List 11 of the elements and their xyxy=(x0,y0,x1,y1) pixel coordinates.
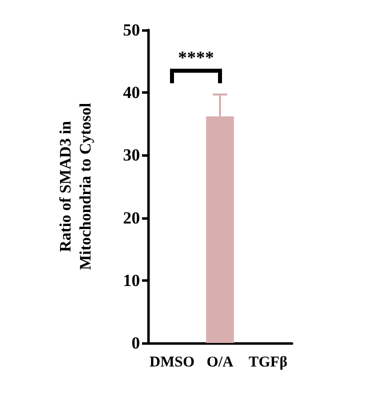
y-tick-label: 30 xyxy=(123,146,140,165)
annotation: **** xyxy=(178,48,214,68)
y-tick-label: 10 xyxy=(123,270,140,290)
y-tick-label: 50 xyxy=(123,20,140,40)
x-tick-label: O/A xyxy=(206,354,234,370)
y-axis-title: Ratio of SMAD3 in Mitochondria to Cytosol xyxy=(58,102,94,270)
y-tick-label: 40 xyxy=(123,83,140,102)
y-tick-label: 0 xyxy=(132,334,140,352)
x-tick-label: TGFβ xyxy=(248,354,288,370)
x-tick-label: DMSO xyxy=(150,354,194,370)
y-tick-label: 20 xyxy=(123,208,140,228)
